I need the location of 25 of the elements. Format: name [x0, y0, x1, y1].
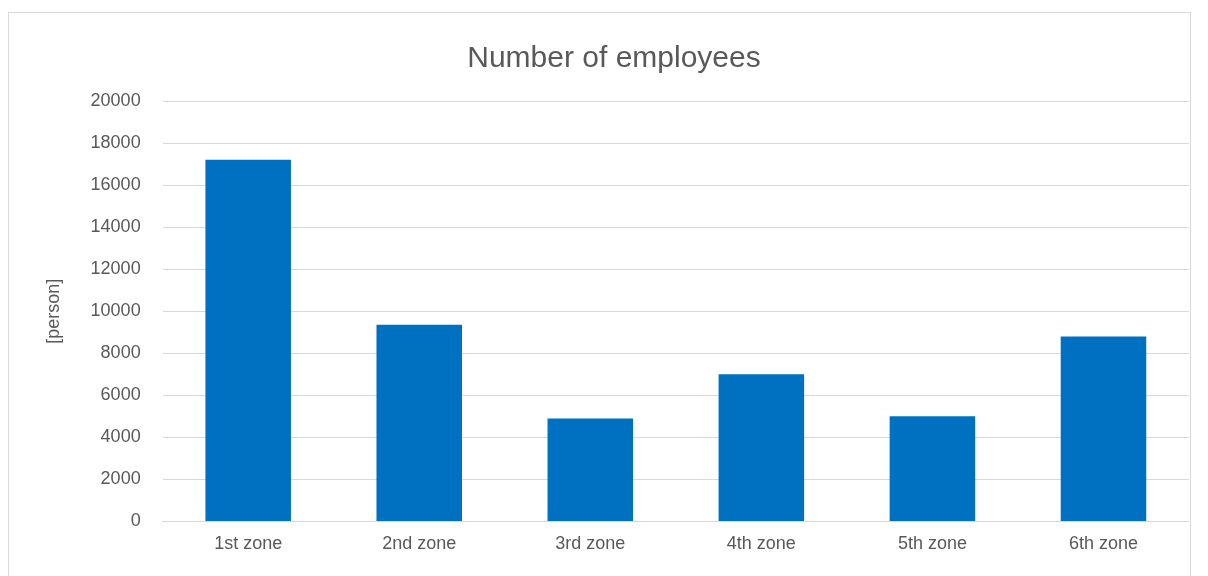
y-axis-title: [person]	[42, 278, 63, 344]
x-tick-label: 6th zone	[1068, 533, 1138, 554]
bar	[547, 418, 634, 521]
chart-title: Number of employees	[467, 40, 761, 74]
y-tick-label: 2000	[100, 468, 141, 489]
y-tick-label: 14000	[90, 216, 141, 237]
y-tick-label: 4000	[100, 426, 141, 447]
y-tick-label: 20000	[90, 89, 141, 110]
x-tick-label: 4th zone	[726, 533, 796, 554]
x-tick-label: 3rd zone	[555, 533, 626, 554]
bar	[376, 324, 463, 521]
x-tick-label: 5th zone	[897, 533, 967, 554]
y-tick-label: 8000	[100, 342, 141, 363]
bar	[889, 416, 976, 521]
y-tick-label: 16000	[90, 174, 141, 195]
y-tick-label: 18000	[90, 132, 141, 153]
bar	[718, 374, 805, 521]
y-tick-label: 10000	[90, 300, 141, 321]
y-tick-label: 12000	[90, 258, 141, 279]
x-tick-label: 2nd zone	[382, 533, 457, 554]
x-tick-label: 1st zone	[214, 533, 283, 554]
bar	[205, 159, 291, 521]
y-tick-label: 6000	[100, 384, 141, 405]
bar	[1060, 336, 1147, 521]
y-tick-label: 0	[130, 510, 141, 531]
